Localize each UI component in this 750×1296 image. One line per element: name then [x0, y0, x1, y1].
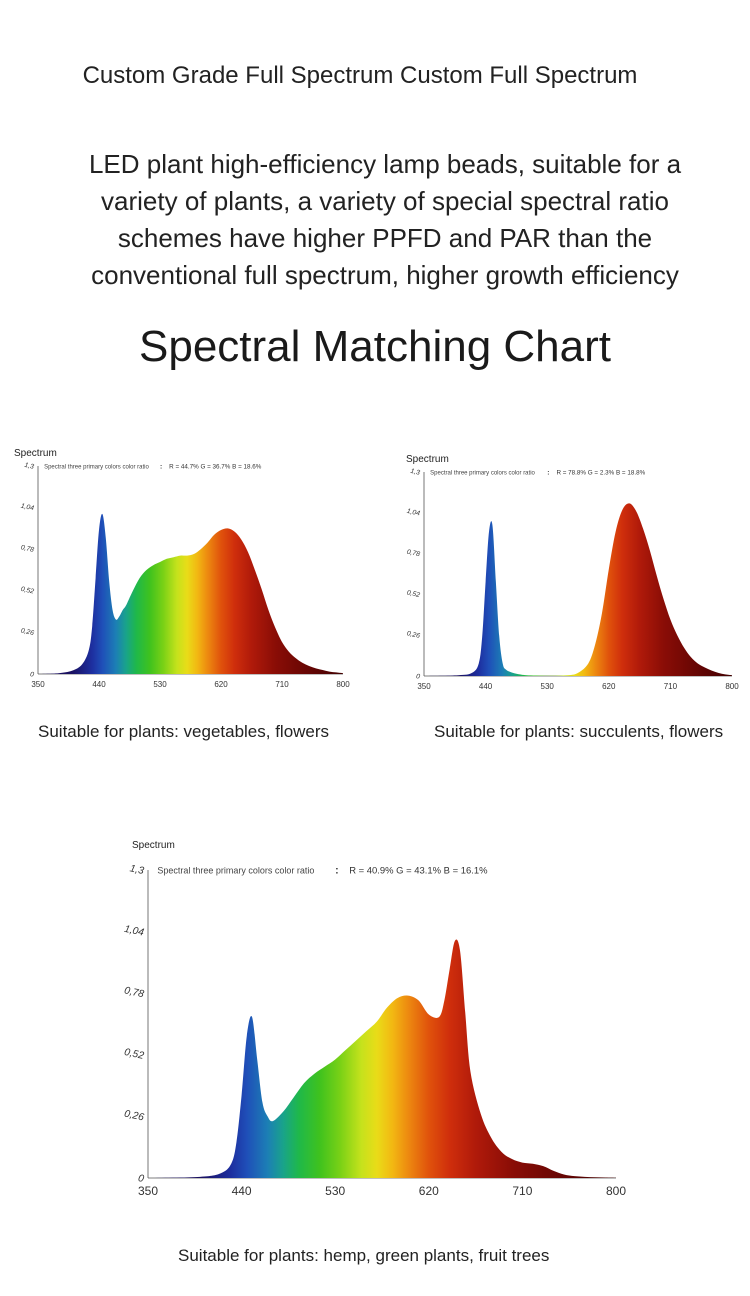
y-tick-label: 1,04 — [20, 503, 35, 513]
x-tick-label: 620 — [419, 1184, 439, 1198]
spectrum-area — [424, 503, 732, 676]
section-title: Spectral Matching Chart — [139, 322, 611, 371]
ratio-values: R = 78.8% G = 2.3% B = 18.8% — [556, 469, 645, 476]
ratio-label: Spectral three primary colors color rati… — [157, 866, 314, 876]
x-tick-label: 710 — [512, 1184, 532, 1198]
ratio-separator: : — [335, 866, 338, 877]
chart-caption-2: Suitable for plants: succulents, flowers — [434, 722, 724, 741]
y-tick-label: 0 — [29, 671, 34, 679]
x-tick-label: 800 — [606, 1184, 626, 1198]
x-tick-label: 440 — [232, 1184, 252, 1198]
y-tick-label: 1,3 — [410, 468, 421, 477]
x-tick-label: 710 — [275, 680, 289, 689]
y-tick-label: 0 — [415, 673, 420, 681]
x-tick-label: 440 — [92, 680, 106, 689]
x-tick-label: 530 — [541, 682, 555, 691]
x-tick-label: 800 — [336, 680, 350, 689]
y-tick-label: 0,52 — [123, 1047, 145, 1062]
x-tick-label: 710 — [664, 682, 678, 691]
intro-paragraph: LED plant high-efficiency lamp beads, su… — [88, 149, 682, 290]
chart-title: Spectrum — [406, 454, 449, 465]
ratio-values: R = 40.9% G = 43.1% B = 16.1% — [349, 866, 488, 877]
y-tick-label: 0,78 — [406, 549, 421, 559]
chart-title: Spectrum — [132, 840, 175, 851]
ratio-values: R = 44.7% G = 36.7% B = 18.6% — [169, 463, 262, 470]
y-tick-label: 1,3 — [129, 863, 145, 877]
spectrum-chart-2: Spectrum 0 0,26 0,52 0,78 1,04 1,3 Spectral thr… — [406, 454, 739, 691]
spectrum-chart-1: Spectrum 0 0,26 0,52 0,78 1,04 1,3 Spectral thr… — [14, 448, 350, 689]
ratio-label: Spectral three primary colors color rati… — [44, 464, 149, 470]
x-tick-label: 350 — [31, 680, 45, 689]
chart-caption-3: Suitable for plants: hemp, green plants,… — [178, 1246, 550, 1265]
x-tick-label: 530 — [153, 680, 167, 689]
ratio-label: Spectral three primary colors color rati… — [430, 470, 535, 476]
x-tick-label: 530 — [325, 1184, 345, 1198]
y-tick-label: 0,26 — [20, 627, 35, 637]
spectrum-area — [148, 939, 616, 1178]
spectrum-area — [38, 513, 343, 674]
chart-title: Spectrum — [14, 448, 57, 459]
chart-caption-1: Suitable for plants: vegetables, flowers — [38, 722, 330, 741]
y-tick-label: 0,52 — [406, 589, 421, 599]
y-tick-label: 0,78 — [123, 985, 145, 1000]
y-tick-label: 1,04 — [406, 508, 421, 518]
x-tick-label: 800 — [725, 682, 739, 691]
y-tick-label: 1,3 — [24, 462, 35, 471]
x-tick-label: 620 — [214, 680, 228, 689]
y-tick-label: 0,26 — [406, 630, 421, 640]
y-tick-label: 0,26 — [123, 1109, 145, 1124]
page-headline: Custom Grade Full Spectrum Custom Full S… — [82, 62, 638, 89]
y-tick-label: 0,78 — [20, 544, 35, 554]
ratio-separator: : — [160, 463, 162, 470]
ratio-separator: : — [547, 469, 549, 476]
spectrum-chart-3: Spectrum 0 0,26 0,52 0,78 1,04 1,3 Spectral thr… — [123, 840, 626, 1198]
y-tick-label: 0,52 — [20, 586, 35, 596]
x-tick-label: 350 — [417, 682, 431, 691]
x-tick-label: 350 — [138, 1184, 158, 1198]
y-tick-label: 1,04 — [123, 924, 145, 939]
x-tick-label: 440 — [479, 682, 493, 691]
x-tick-label: 620 — [602, 682, 616, 691]
y-tick-label: 0 — [137, 1173, 145, 1185]
